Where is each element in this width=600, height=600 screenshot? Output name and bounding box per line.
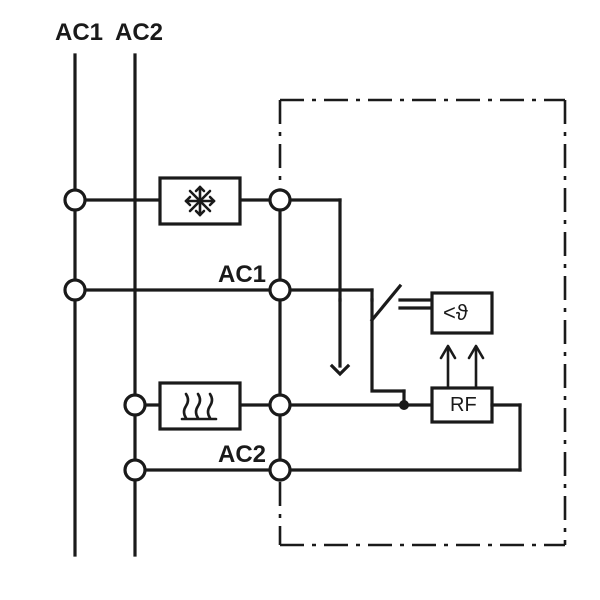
label-ac1-header: AC1 [55, 19, 103, 46]
label-ac2-header: AC2 [115, 19, 163, 46]
thermal-switch [332, 286, 432, 388]
heating-device [160, 383, 240, 429]
circuit-diagram: AC1 AC2 [0, 0, 600, 600]
snowflake-icon [186, 187, 214, 215]
nodes [65, 190, 290, 480]
theta-label: <ϑ [443, 300, 468, 325]
boundary [280, 100, 565, 545]
rf-box: RF [432, 388, 492, 422]
label-ac2-mid: AC2 [218, 441, 266, 468]
arrows-up [441, 346, 483, 386]
theta-box: <ϑ [432, 293, 492, 333]
rf-label: RF [450, 394, 477, 416]
row-ac1-branch [75, 290, 372, 300]
cooling-device [160, 178, 240, 224]
label-ac1-mid: AC1 [218, 261, 266, 288]
